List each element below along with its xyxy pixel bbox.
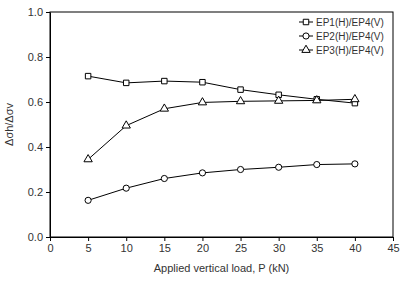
y-tick-mark bbox=[46, 192, 50, 193]
series-marker bbox=[237, 166, 243, 172]
x-tick-label: 35 bbox=[311, 242, 323, 254]
series-marker bbox=[200, 79, 205, 84]
series-marker bbox=[199, 170, 205, 176]
x-tick: 40 bbox=[349, 237, 361, 254]
legend-label: EP3(H)/EP4(V) bbox=[316, 45, 384, 56]
x-tick-label: 0 bbox=[47, 242, 53, 254]
y-tick: 0.2 bbox=[28, 186, 50, 198]
plot: 0 5 10 15 20 25 30 35 40 45 0.0 0.2 0.4 0.6 0.8 1.0 EP1(… bbox=[28, 6, 400, 254]
series-marker bbox=[85, 197, 91, 203]
series-line bbox=[88, 164, 355, 200]
x-tick-mark bbox=[50, 237, 51, 241]
x-tick: 15 bbox=[159, 237, 171, 254]
legend-marker bbox=[303, 19, 308, 24]
series-marker bbox=[123, 185, 129, 191]
legend-item: EP3(H)/EP4(V) bbox=[299, 45, 384, 56]
x-tick-label: 40 bbox=[349, 242, 361, 254]
x-tick: 45 bbox=[387, 237, 399, 254]
series-marker bbox=[352, 161, 358, 167]
x-tick-mark bbox=[317, 237, 318, 241]
x-tick: 35 bbox=[311, 237, 323, 254]
legend-marker bbox=[302, 45, 310, 52]
y-tick: 0.0 bbox=[28, 231, 50, 243]
series-marker bbox=[276, 164, 282, 170]
series-marker bbox=[314, 161, 320, 167]
y-axis: 0.0 0.2 0.4 0.6 0.8 1.0 bbox=[28, 6, 51, 243]
x-tick-mark bbox=[241, 237, 242, 241]
x-tick-mark bbox=[355, 237, 356, 241]
series-marker bbox=[313, 96, 321, 103]
x-tick: 5 bbox=[86, 237, 92, 254]
y-tick-label: 0.4 bbox=[28, 141, 43, 153]
x-tick: 20 bbox=[197, 237, 209, 254]
series-marker bbox=[236, 97, 244, 104]
y-tick-label: 0.8 bbox=[28, 51, 43, 63]
legend-item: EP1(H)/EP4(V) bbox=[299, 17, 384, 28]
y-tick: 0.6 bbox=[28, 96, 50, 108]
legend: EP1(H)/EP4(V) EP2(H)/EP4(V) EP3(H)/EP4(V) bbox=[299, 17, 384, 56]
series-marker bbox=[85, 73, 90, 78]
x-tick-mark bbox=[393, 237, 394, 241]
series-marker bbox=[160, 104, 168, 111]
y-axis-line bbox=[50, 13, 51, 238]
legend-label: EP1(H)/EP4(V) bbox=[316, 17, 384, 28]
series-marker bbox=[198, 98, 206, 105]
series-marker bbox=[238, 87, 243, 92]
legend-label: EP2(H)/EP4(V) bbox=[316, 31, 384, 42]
series-marker bbox=[162, 78, 167, 83]
y-tick-mark bbox=[46, 102, 50, 103]
x-tick: 10 bbox=[121, 237, 133, 254]
series-marker bbox=[122, 121, 130, 128]
x-tick-label: 10 bbox=[121, 242, 133, 254]
y-tick-mark bbox=[46, 57, 50, 58]
y-tick-label: 0.0 bbox=[28, 231, 43, 243]
x-tick-label: 25 bbox=[235, 242, 247, 254]
x-tick-label: 5 bbox=[86, 242, 92, 254]
legend-item: EP2(H)/EP4(V) bbox=[299, 31, 384, 42]
x-tick: 0 bbox=[47, 237, 53, 254]
series-line bbox=[88, 99, 355, 159]
x-axis-line bbox=[51, 237, 394, 238]
series-marker bbox=[84, 155, 92, 162]
y-tick-mark bbox=[46, 147, 50, 148]
y-tick-label: 1.0 bbox=[28, 6, 43, 18]
y-tick-mark bbox=[46, 237, 50, 238]
x-tick-mark bbox=[88, 237, 89, 241]
y-tick: 1.0 bbox=[28, 6, 50, 18]
x-tick-label: 45 bbox=[387, 242, 399, 254]
series-marker bbox=[275, 96, 283, 103]
x-tick: 30 bbox=[273, 237, 285, 254]
y-tick-mark bbox=[46, 12, 50, 13]
y-axis-title: Δσh/Δσv bbox=[3, 103, 15, 146]
x-tick-label: 20 bbox=[197, 242, 209, 254]
legend-marker bbox=[303, 33, 309, 39]
y-tick: 0.4 bbox=[28, 141, 50, 153]
y-tick-label: 0.6 bbox=[28, 96, 43, 108]
x-tick-mark bbox=[202, 237, 203, 241]
x-tick-mark bbox=[164, 237, 165, 241]
x-axis: 0 5 10 15 20 25 30 35 40 45 bbox=[47, 237, 399, 254]
x-tick-label: 15 bbox=[159, 242, 171, 254]
series-marker bbox=[351, 94, 359, 101]
series-line bbox=[88, 76, 355, 103]
series-area bbox=[84, 73, 359, 203]
x-tick: 25 bbox=[235, 237, 247, 254]
series-marker bbox=[123, 80, 128, 85]
chart: 0 5 10 15 20 25 30 35 40 45 0.0 0.2 0.4 0.6 0.8 1.0 EP1(… bbox=[0, 0, 409, 284]
x-tick-mark bbox=[126, 237, 127, 241]
series-marker bbox=[161, 175, 167, 181]
x-tick-mark bbox=[279, 237, 280, 241]
x-axis-title: Applied vertical load, P (kN) bbox=[154, 262, 290, 274]
y-tick-label: 0.2 bbox=[28, 186, 43, 198]
y-tick: 0.8 bbox=[28, 51, 50, 63]
x-tick-label: 30 bbox=[273, 242, 285, 254]
plot-frame bbox=[50, 12, 393, 237]
